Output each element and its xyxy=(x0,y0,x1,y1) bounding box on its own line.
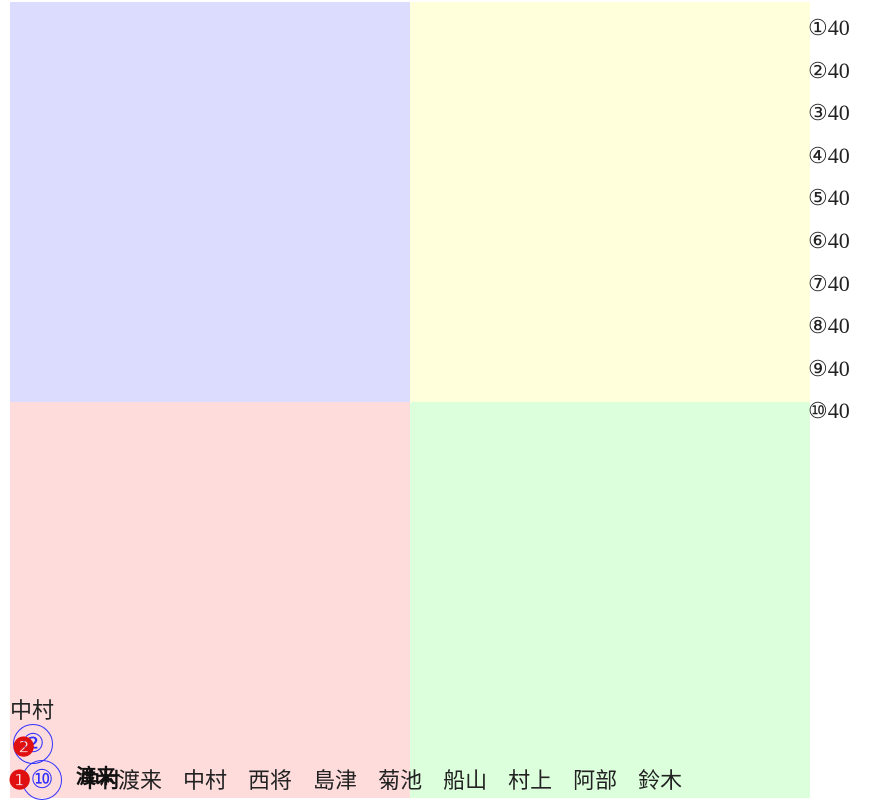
name: 中村 xyxy=(183,768,228,793)
legend-item: ①40 xyxy=(808,15,850,40)
panel-green xyxy=(410,402,810,798)
name: 菊池 xyxy=(378,768,423,793)
legend-item: ⑧40 xyxy=(808,313,850,339)
panel-blue xyxy=(10,2,410,402)
overlapped-text: 中村 xyxy=(80,770,120,792)
name: 西将 xyxy=(248,768,293,793)
overlapped-text: 渡来 xyxy=(76,766,116,788)
filled-number: ❶ xyxy=(8,766,32,795)
legend-item: ②40 xyxy=(808,57,850,83)
legend-item: ④40 xyxy=(808,142,850,168)
top-label: 中村 xyxy=(10,698,55,723)
name: 鈴木 xyxy=(638,768,683,793)
name: 船山 xyxy=(443,768,488,793)
legend-item: ⑩40 xyxy=(808,398,850,424)
filled-number: ❷ xyxy=(12,733,36,762)
name: 島津 xyxy=(313,768,358,793)
legend-item: ⑥40 xyxy=(808,228,850,253)
panel-yellow xyxy=(410,2,810,402)
legend-item: ⑦40 xyxy=(808,270,850,296)
legend-item: ③40 xyxy=(808,100,850,126)
legend-item: ⑤40 xyxy=(808,185,850,211)
panel-pink xyxy=(10,402,410,798)
legend-item: ⑨40 xyxy=(808,355,850,381)
name-row: 渡来 中村 西将 島津 菊池 船山 村上 阿部 鈴木 xyxy=(118,770,682,792)
name: 阿部 xyxy=(573,768,618,793)
name: 村上 xyxy=(508,768,553,793)
name: 渡来 xyxy=(118,768,163,793)
